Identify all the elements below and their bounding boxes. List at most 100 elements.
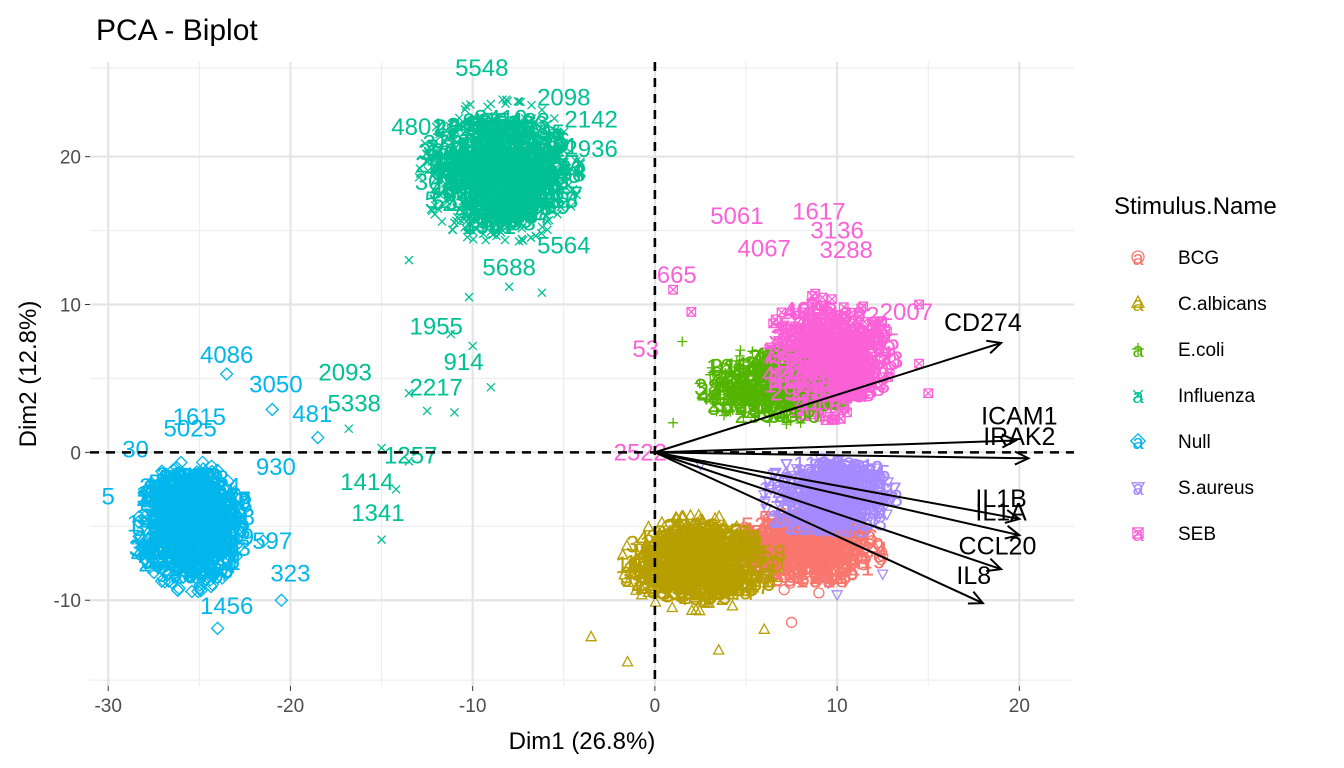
- point-label: 2217: [410, 374, 463, 401]
- point: [657, 543, 670, 556]
- legend-item-s-aureus: a S.aureus: [1130, 478, 1254, 500]
- legend-item-influenza: a Influenza: [1132, 386, 1255, 408]
- point: [747, 581, 760, 593]
- series-label-texture: 7464489458316764787348745937031562133475…: [127, 463, 255, 589]
- point: [820, 525, 832, 537]
- legend-item-c-albicans: a C.albicans: [1130, 294, 1267, 316]
- point: [852, 546, 864, 559]
- legend-key-text: a: [1132, 248, 1144, 270]
- legend-item-bcg: a BCG: [1131, 248, 1219, 270]
- y-axis-title: Dim2 (12.8%): [15, 301, 42, 448]
- legend-label: C.albicans: [1178, 294, 1267, 315]
- point: [631, 548, 645, 560]
- legend-key-text: a: [1132, 524, 1144, 546]
- point-label: 2936: [564, 136, 617, 163]
- y-axis-ticks: -10 0 10 20: [54, 148, 90, 612]
- point-label: 323: [270, 561, 310, 588]
- legend-label: SEB: [1178, 524, 1216, 545]
- variable-label: CD274: [944, 309, 1022, 337]
- point: [753, 554, 767, 566]
- point: [796, 546, 808, 558]
- point: [710, 527, 724, 539]
- point-label: 5061: [710, 203, 763, 230]
- variable-label: IL1A: [975, 499, 1027, 527]
- point: [769, 570, 782, 583]
- point-label: 665: [657, 262, 697, 289]
- x-axis-title: Dim1 (26.8%): [509, 728, 656, 755]
- point: [674, 577, 687, 589]
- point-label-texture: 2124: [163, 465, 216, 492]
- point-label: 4086: [200, 342, 253, 369]
- point: [846, 545, 858, 558]
- point: [666, 600, 679, 613]
- point: [809, 547, 822, 559]
- legend-key-text: a: [1132, 432, 1144, 454]
- point-label-texture: 3968: [493, 138, 546, 165]
- point: [828, 551, 840, 563]
- point-label: 2093: [318, 360, 371, 387]
- x-tick-label: -10: [459, 696, 486, 717]
- point: [826, 543, 838, 555]
- legend-label: Null: [1178, 432, 1211, 453]
- legend-label: E.coli: [1178, 340, 1224, 361]
- point: [783, 553, 795, 565]
- series-c-albicans: [585, 508, 786, 667]
- point: [763, 575, 776, 587]
- point-label: 3050: [249, 371, 302, 398]
- point: [814, 546, 826, 558]
- point-label: 5548: [455, 55, 508, 82]
- point: [781, 551, 793, 564]
- point-label: 2007: [880, 299, 933, 326]
- point-label: 5688: [482, 255, 535, 282]
- legend-key-text: a: [1132, 386, 1144, 408]
- point: [778, 584, 790, 596]
- point: [857, 559, 870, 571]
- x-axis-ticks: -30 -20 -10 0 10 20: [94, 686, 1030, 717]
- point-label: 5025: [164, 416, 217, 443]
- point: [822, 561, 835, 573]
- point: [784, 570, 796, 583]
- y-tick-label: -10: [54, 591, 81, 612]
- legend-items: a BCG a C.albicans a E.coli a Influenza a Null a S.…: [1129, 248, 1267, 546]
- point-label-texture: 3919: [516, 169, 569, 196]
- variable-label: IL8: [956, 562, 991, 590]
- x-tick-label: -30: [94, 696, 121, 717]
- point: [772, 561, 785, 573]
- legend-title: Stimulus.Name: [1114, 193, 1277, 220]
- point: [826, 539, 838, 552]
- point-label: 5564: [537, 232, 590, 259]
- outlier-point: [785, 616, 798, 629]
- point-label: 4067: [738, 235, 791, 262]
- point: [638, 579, 651, 592]
- point-label: 914: [444, 349, 484, 376]
- point: [839, 534, 851, 546]
- point: [644, 578, 657, 590]
- y-tick-label: 0: [70, 443, 81, 464]
- point: [711, 548, 724, 560]
- point-label: 3288: [820, 237, 873, 264]
- x-tick-label: 0: [650, 696, 661, 717]
- point-label: 1414: [340, 469, 393, 496]
- point: [815, 537, 827, 549]
- legend-item-seb: a SEB: [1132, 524, 1216, 546]
- point-label: 4801: [391, 114, 444, 141]
- point: [782, 544, 794, 556]
- point: [668, 551, 681, 564]
- point: [873, 540, 885, 552]
- point: [807, 557, 819, 570]
- point-label: 5: [102, 484, 115, 511]
- point-label-texture: 3324: [160, 529, 213, 556]
- point: [833, 540, 845, 553]
- legend-label: Influenza: [1178, 386, 1256, 407]
- point-label: 1955: [410, 314, 463, 341]
- point: [687, 588, 700, 600]
- point-label-texture: 314: [152, 503, 192, 530]
- point-label-texture: 3628: [812, 456, 865, 483]
- panel-background: [90, 62, 1074, 686]
- point: [642, 520, 655, 532]
- legend-label: BCG: [1178, 248, 1219, 269]
- variable-label: IRAK2: [983, 423, 1055, 451]
- plot-panel: 6374196126551794098204916482306491748564…: [90, 55, 1074, 686]
- point: [710, 588, 723, 601]
